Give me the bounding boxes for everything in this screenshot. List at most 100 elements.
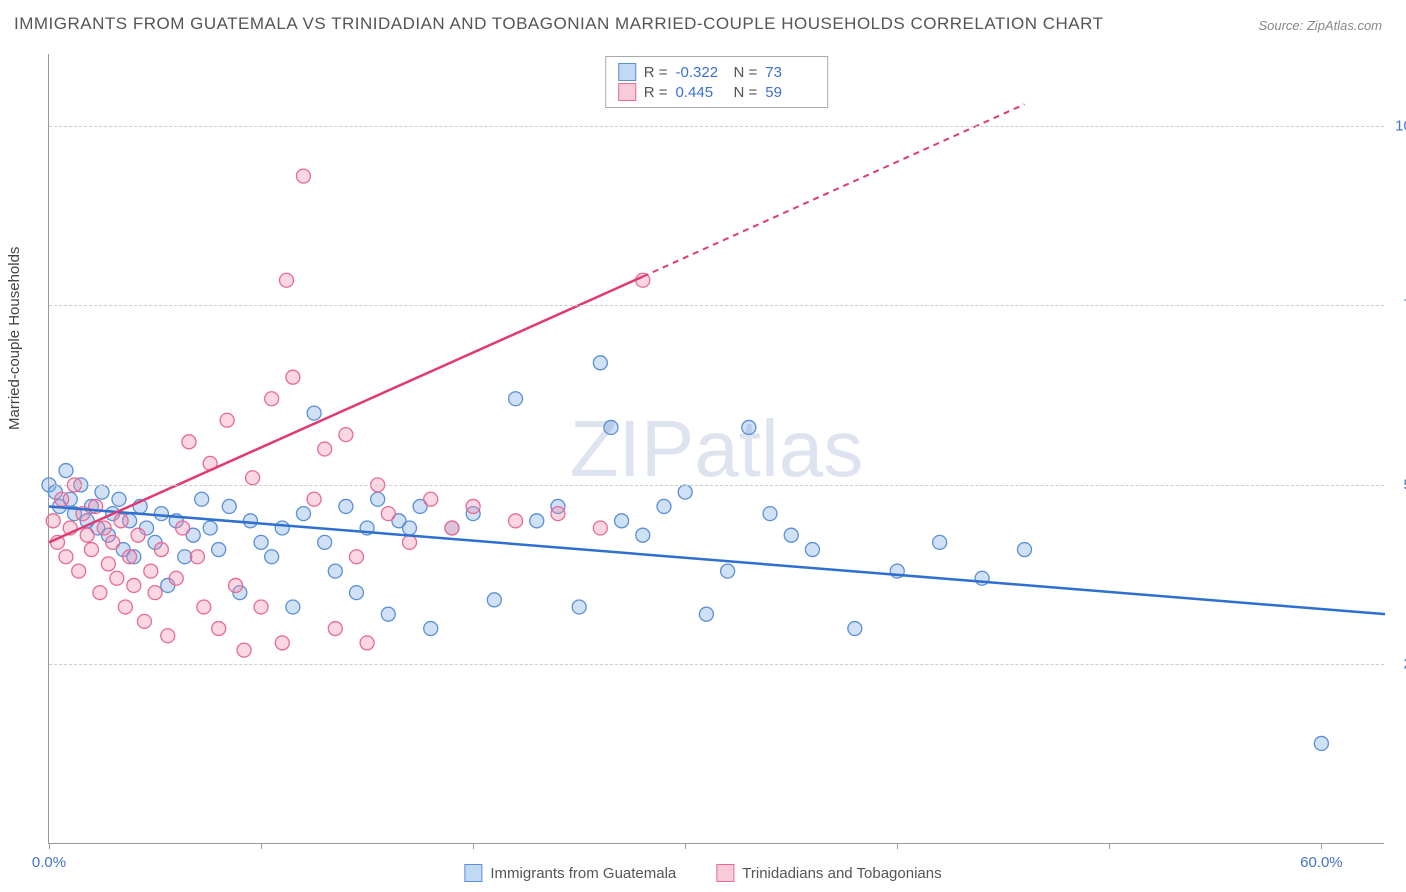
scatter-point (933, 535, 947, 549)
scatter-point (424, 492, 438, 506)
scatter-point (161, 629, 175, 643)
x-tick-label: 0.0% (32, 854, 66, 871)
gridline (49, 664, 1384, 665)
trend-line-ext (643, 104, 1025, 276)
scatter-point (93, 586, 107, 600)
scatter-point (59, 464, 73, 478)
x-tick (685, 843, 686, 849)
y-axis-label: Married-couple Households (6, 247, 23, 430)
scatter-point (275, 636, 289, 650)
scatter-point (307, 492, 321, 506)
scatter-point (254, 535, 268, 549)
chart-title: IMMIGRANTS FROM GUATEMALA VS TRINIDADIAN… (14, 14, 1103, 34)
scatter-point (280, 273, 294, 287)
scatter-point (805, 543, 819, 557)
stats-swatch (618, 63, 636, 81)
scatter-point (360, 636, 374, 650)
scatter-point (604, 420, 618, 434)
r-label: R = (644, 64, 668, 81)
scatter-point (371, 492, 385, 506)
scatter-point (381, 607, 395, 621)
scatter-point (784, 528, 798, 542)
scatter-point (296, 507, 310, 521)
scatter-point (848, 622, 862, 636)
scatter-point (403, 535, 417, 549)
scatter-point (46, 514, 60, 528)
n-value: 73 (765, 64, 815, 81)
scatter-point (424, 622, 438, 636)
scatter-point (265, 550, 279, 564)
scatter-point (114, 514, 128, 528)
x-tick (1321, 843, 1322, 849)
scatter-point (636, 528, 650, 542)
scatter-point (318, 535, 332, 549)
scatter-point (178, 550, 192, 564)
scatter-point (182, 435, 196, 449)
scatter-point (220, 413, 234, 427)
scatter-point (101, 557, 115, 571)
scatter-point (318, 442, 332, 456)
scatter-point (169, 571, 183, 585)
gridline (49, 485, 1384, 486)
scatter-point (106, 535, 120, 549)
legend-item: Trinidadians and Tobagonians (716, 864, 941, 882)
scatter-point (530, 514, 544, 528)
scatter-point (72, 564, 86, 578)
scatter-point (59, 550, 73, 564)
scatter-point (657, 499, 671, 513)
x-tick (261, 843, 262, 849)
stats-swatch (618, 83, 636, 101)
n-value: 59 (765, 84, 815, 101)
bottom-legend: Immigrants from Guatemala Trinidadians an… (464, 864, 941, 882)
scatter-point (286, 600, 300, 614)
scatter-point (403, 521, 417, 535)
chart-svg (49, 54, 1384, 843)
scatter-point (212, 543, 226, 557)
scatter-point (328, 564, 342, 578)
stats-box: R =-0.322N =73R =0.445N =59 (605, 56, 829, 108)
scatter-point (487, 593, 501, 607)
scatter-point (307, 406, 321, 420)
scatter-point (246, 471, 260, 485)
scatter-point (721, 564, 735, 578)
scatter-point (678, 485, 692, 499)
scatter-point (593, 521, 607, 535)
n-label: N = (734, 84, 758, 101)
scatter-point (154, 543, 168, 557)
scatter-point (137, 614, 151, 628)
x-tick (1109, 843, 1110, 849)
r-label: R = (644, 84, 668, 101)
scatter-point (742, 420, 756, 434)
scatter-point (197, 600, 211, 614)
legend-swatch (716, 864, 734, 882)
scatter-point (110, 571, 124, 585)
scatter-point (176, 521, 190, 535)
scatter-point (286, 370, 300, 384)
scatter-point (275, 521, 289, 535)
scatter-point (95, 485, 109, 499)
scatter-point (381, 507, 395, 521)
scatter-point (615, 514, 629, 528)
scatter-point (203, 521, 217, 535)
scatter-point (84, 543, 98, 557)
scatter-point (349, 586, 363, 600)
scatter-point (509, 514, 523, 528)
scatter-point (1017, 543, 1031, 557)
scatter-point (222, 499, 236, 513)
source-label: Source: ZipAtlas.com (1258, 18, 1382, 33)
scatter-point (80, 528, 94, 542)
scatter-point (154, 507, 168, 521)
legend-label: Immigrants from Guatemala (490, 865, 676, 882)
scatter-point (466, 499, 480, 513)
plot-area: ZIPatlas R =-0.322N =73R =0.445N =59 25.… (48, 54, 1384, 844)
scatter-point (551, 507, 565, 521)
r-value: -0.322 (676, 64, 726, 81)
scatter-point (229, 578, 243, 592)
scatter-point (254, 600, 268, 614)
legend-swatch (464, 864, 482, 882)
scatter-point (112, 492, 126, 506)
scatter-point (763, 507, 777, 521)
x-tick (897, 843, 898, 849)
scatter-point (593, 356, 607, 370)
scatter-point (123, 550, 137, 564)
